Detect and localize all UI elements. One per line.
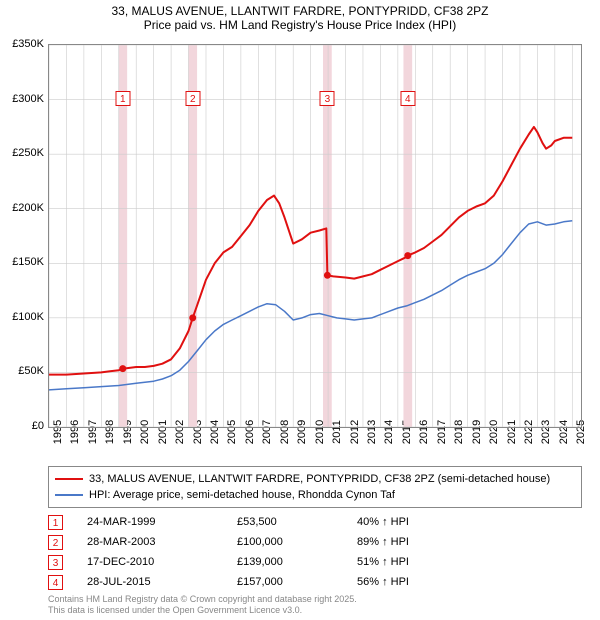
sale-pct: 89% ↑ HPI bbox=[357, 536, 409, 548]
legend: 33, MALUS AVENUE, LLANTWIT FARDRE, PONTY… bbox=[48, 466, 582, 508]
chart-container: 33, MALUS AVENUE, LLANTWIT FARDRE, PONTY… bbox=[0, 0, 600, 620]
sale-row: 2 28-MAR-2003£100,00089% ↑ HPI bbox=[48, 532, 582, 552]
sale-pct: 40% ↑ HPI bbox=[357, 516, 409, 528]
sale-price: £157,000 bbox=[237, 576, 357, 588]
sale-pct: 56% ↑ HPI bbox=[357, 576, 409, 588]
ytick-label: £150K bbox=[12, 256, 44, 268]
sale-marker: 2 bbox=[48, 535, 63, 550]
sale-date: 28-JUL-2015 bbox=[87, 576, 237, 588]
sale-date: 24-MAR-1999 bbox=[87, 516, 237, 528]
sale-pct: 51% ↑ HPI bbox=[357, 556, 409, 568]
sale-row: 3 17-DEC-2010£139,00051% ↑ HPI bbox=[48, 552, 582, 572]
attribution: Contains HM Land Registry data © Crown c… bbox=[48, 594, 357, 616]
title-subtitle: Price paid vs. HM Land Registry's House … bbox=[0, 18, 600, 32]
chart-annotation-4: 4 bbox=[400, 91, 415, 106]
sale-price: £53,500 bbox=[237, 516, 357, 528]
chart-annotation-1: 1 bbox=[115, 91, 130, 106]
sale-date: 28-MAR-2003 bbox=[87, 536, 237, 548]
sale-marker: 4 bbox=[48, 575, 63, 590]
sale-marker: 1 bbox=[48, 515, 63, 530]
attribution-line1: Contains HM Land Registry data © Crown c… bbox=[48, 594, 357, 605]
sale-price: £139,000 bbox=[237, 556, 357, 568]
ytick-label: £50K bbox=[18, 365, 44, 377]
ytick-label: £200K bbox=[12, 202, 44, 214]
sale-price: £100,000 bbox=[237, 536, 357, 548]
sales-table: 1 24-MAR-1999£53,50040% ↑ HPI 2 28-MAR-2003… bbox=[48, 512, 582, 592]
ytick-label: £0 bbox=[32, 420, 44, 432]
title-block: 33, MALUS AVENUE, LLANTWIT FARDRE, PONTY… bbox=[0, 0, 600, 32]
sale-row: 4 28-JUL-2015£157,00056% ↑ HPI bbox=[48, 572, 582, 592]
ytick-label: £250K bbox=[12, 147, 44, 159]
chart-annotation-2: 2 bbox=[185, 91, 200, 106]
chart-annotation-3: 3 bbox=[320, 91, 335, 106]
ytick-label: £300K bbox=[12, 93, 44, 105]
legend-swatch bbox=[55, 494, 83, 496]
legend-label: 33, MALUS AVENUE, LLANTWIT FARDRE, PONTY… bbox=[89, 473, 575, 485]
legend-row: HPI: Average price, semi-detached house,… bbox=[55, 487, 575, 503]
legend-swatch bbox=[55, 478, 83, 480]
ytick-label: £100K bbox=[12, 311, 44, 323]
ytick-label: £350K bbox=[12, 38, 44, 50]
sale-date: 17-DEC-2010 bbox=[87, 556, 237, 568]
sale-marker: 3 bbox=[48, 555, 63, 570]
legend-row: 33, MALUS AVENUE, LLANTWIT FARDRE, PONTY… bbox=[55, 471, 575, 487]
legend-label: HPI: Average price, semi-detached house,… bbox=[89, 489, 575, 501]
title-address: 33, MALUS AVENUE, LLANTWIT FARDRE, PONTY… bbox=[0, 4, 600, 18]
attribution-line2: This data is licensed under the Open Gov… bbox=[48, 605, 357, 616]
sale-row: 1 24-MAR-1999£53,50040% ↑ HPI bbox=[48, 512, 582, 532]
plot-area: 1 2 3 4 bbox=[48, 44, 582, 428]
